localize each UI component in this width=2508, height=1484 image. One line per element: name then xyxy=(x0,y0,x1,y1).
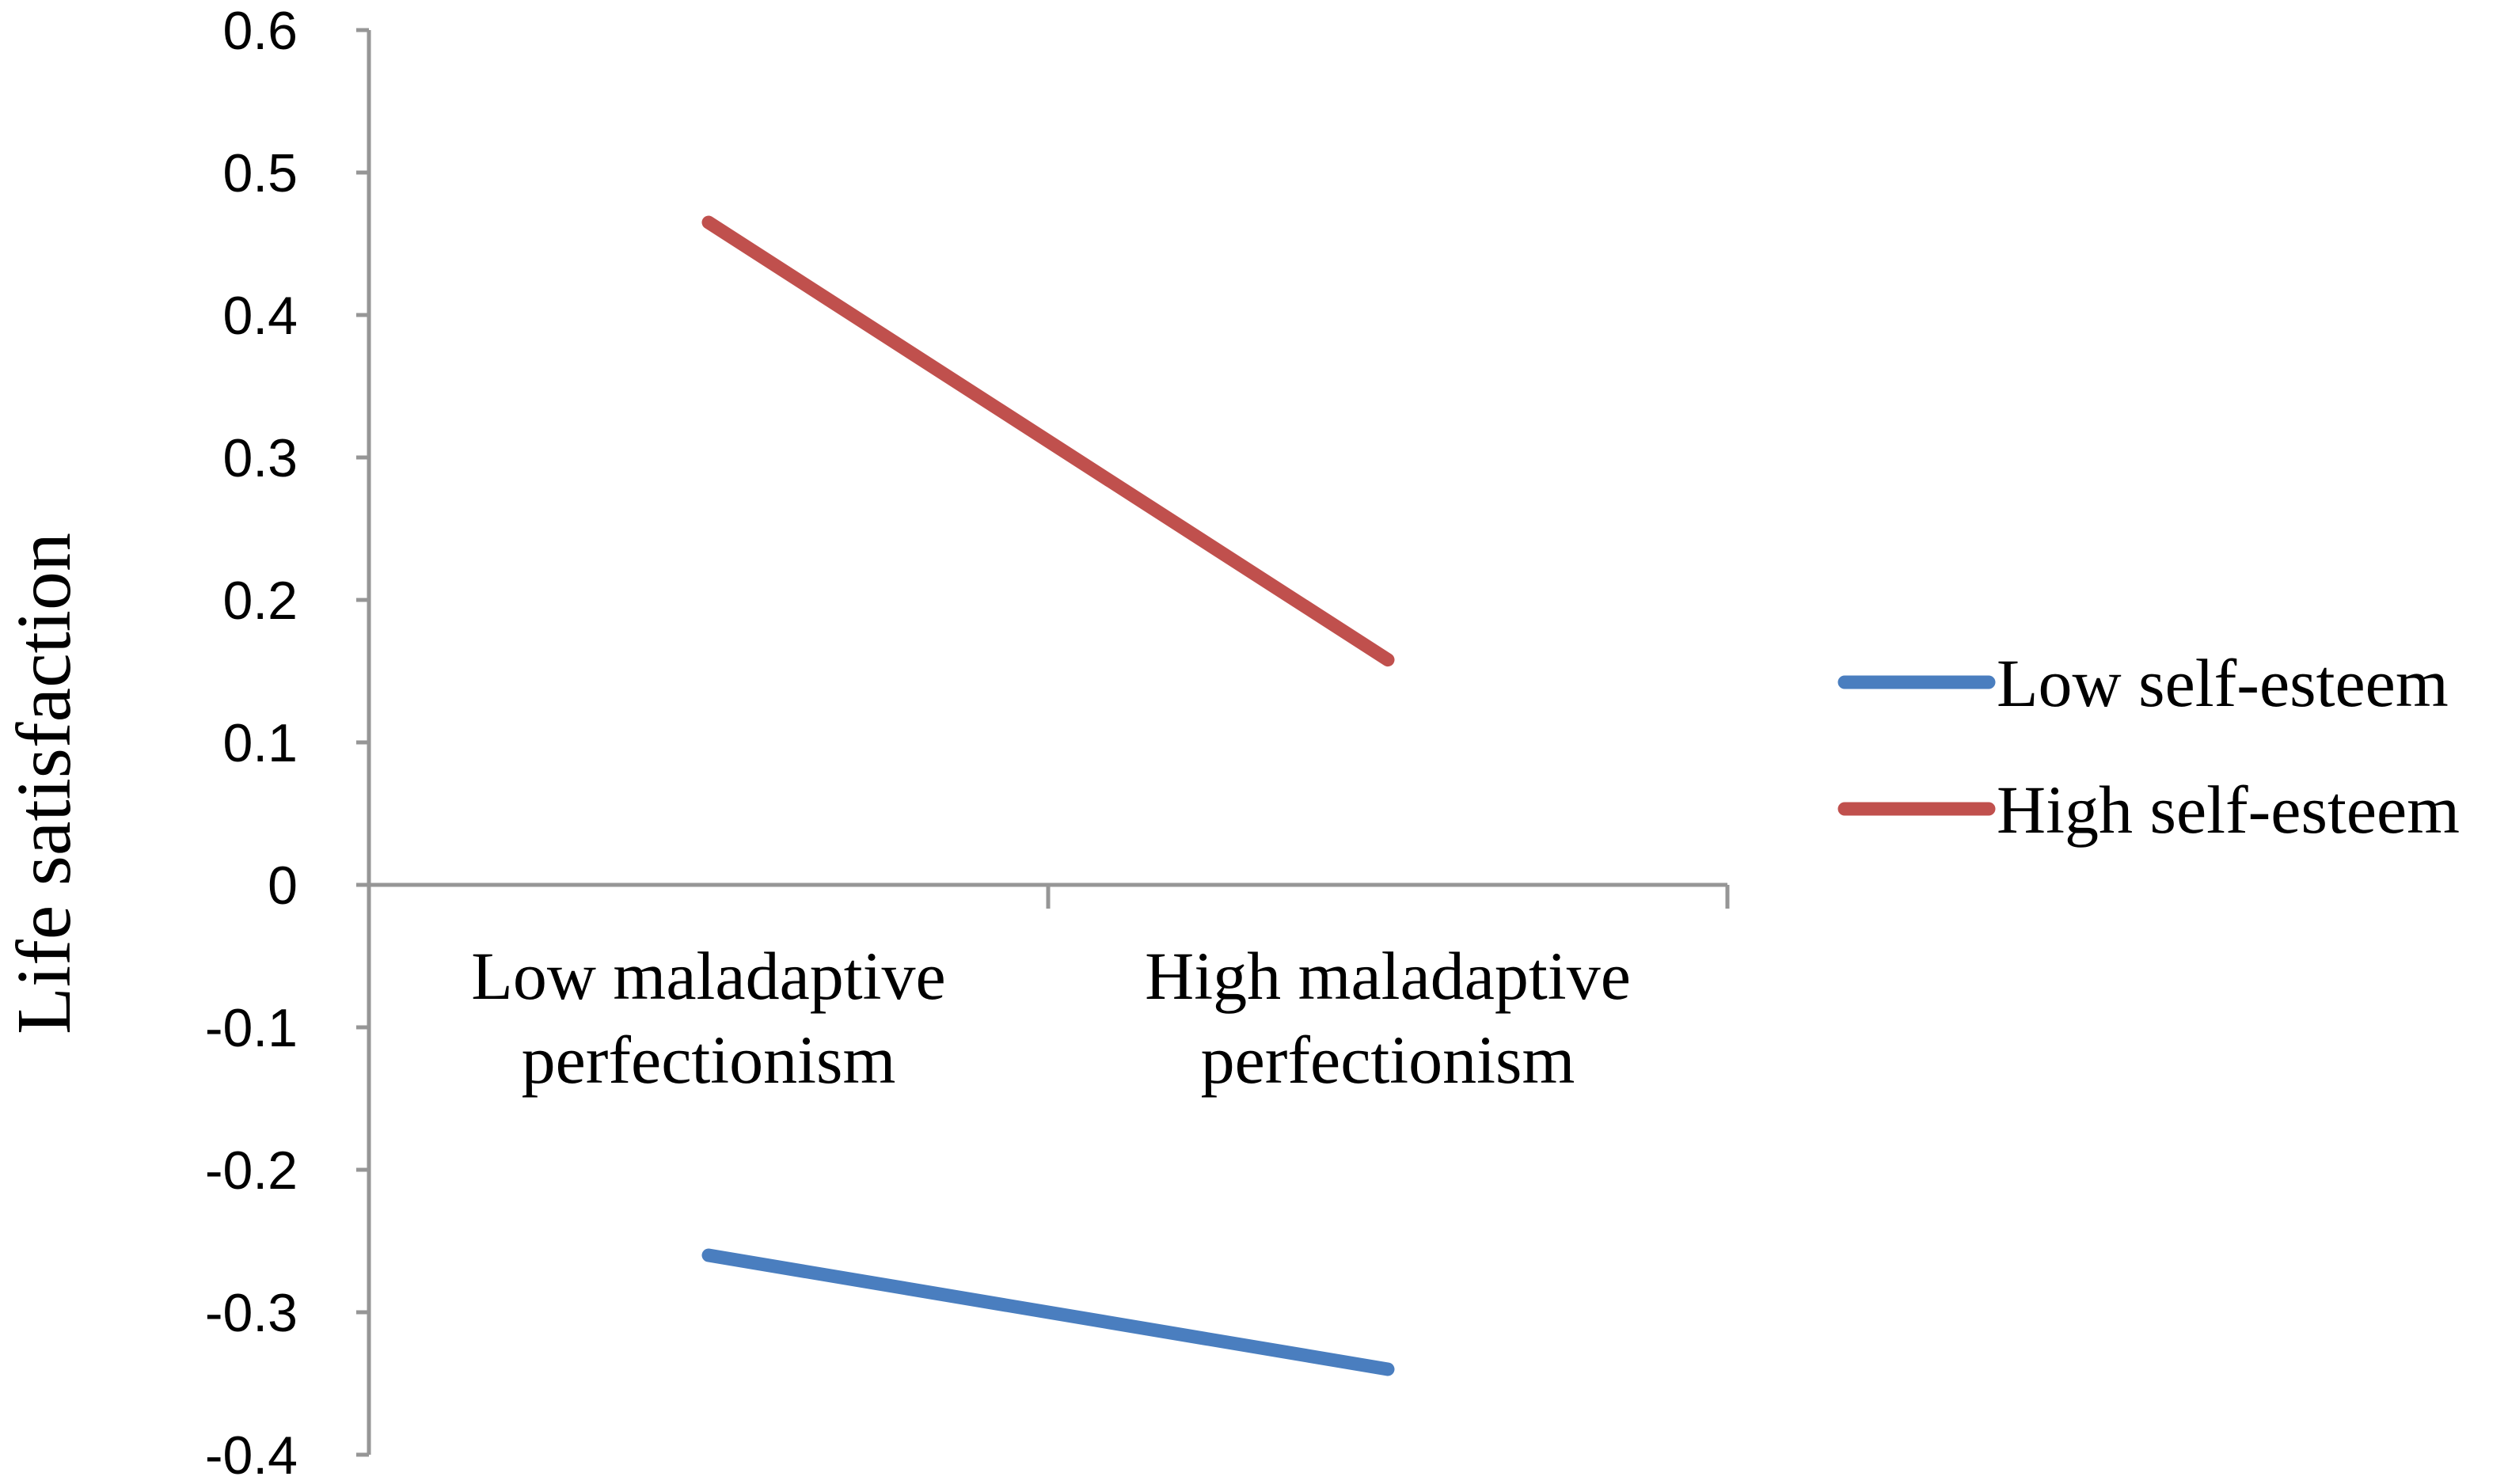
y-tick-label: -0.1 xyxy=(205,998,298,1058)
x-axis: Low maladaptive perfectionism High maladap… xyxy=(369,882,1730,1098)
x-category-label: High maladaptive perfectionism xyxy=(1145,938,1631,1098)
y-tick-label: 0.6 xyxy=(222,1,298,61)
legend-label: Low self-esteem xyxy=(1997,645,2449,721)
y-tick-label: -0.2 xyxy=(205,1141,298,1201)
y-axis: 0.6 0.5 0.4 0.3 0.2 0.1 0 -0.1 -0.2 -0.3 -0.4 xyxy=(205,1,371,1484)
y-tick-label: 0 xyxy=(268,856,298,916)
y-tick-label: 0.4 xyxy=(222,286,298,346)
y-tick-label: -0.3 xyxy=(205,1283,298,1343)
x-ticks: Low maladaptive perfectionism High maladap… xyxy=(471,885,1730,1098)
y-ticks: 0.6 0.5 0.4 0.3 0.2 0.1 0 -0.1 -0.2 -0.3 -0.4 xyxy=(205,1,369,1484)
y-axis-title: Life satisfaction xyxy=(2,533,87,1034)
y-tick-label: 0.1 xyxy=(222,713,298,773)
x-category-label: Low maladaptive perfectionism xyxy=(471,938,945,1098)
y-tick-label: 0.2 xyxy=(222,571,298,631)
y-tick-label: 0.5 xyxy=(222,143,298,203)
legend: Low self-esteem High self-esteem xyxy=(1837,645,2460,848)
legend-label: High self-esteem xyxy=(1997,772,2460,848)
y-tick-label: 0.3 xyxy=(222,428,298,488)
y-tick-label: -0.4 xyxy=(205,1425,298,1484)
series-line xyxy=(701,1248,1395,1376)
plot-series xyxy=(701,215,1395,1376)
series-line xyxy=(701,215,1395,667)
